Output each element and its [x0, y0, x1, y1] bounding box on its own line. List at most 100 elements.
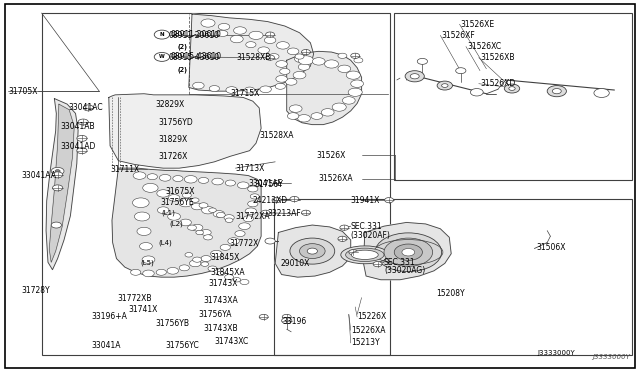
Circle shape [394, 244, 422, 260]
Circle shape [212, 178, 223, 185]
Circle shape [324, 60, 339, 68]
Circle shape [188, 225, 196, 230]
Circle shape [157, 207, 169, 214]
Text: 08911-20610: 08911-20610 [171, 30, 221, 39]
Circle shape [211, 250, 222, 257]
Text: 31726X: 31726X [159, 153, 188, 161]
Circle shape [179, 265, 189, 271]
Circle shape [147, 174, 157, 180]
Text: 31713X: 31713X [236, 164, 265, 173]
Circle shape [301, 210, 310, 215]
Text: 31743X: 31743X [208, 279, 237, 288]
Circle shape [237, 182, 249, 189]
Text: 15226X: 15226X [357, 312, 387, 321]
Circle shape [442, 84, 448, 87]
Text: 15213Y: 15213Y [351, 339, 380, 347]
Circle shape [225, 180, 236, 186]
Text: 33196: 33196 [283, 317, 307, 326]
Text: W: W [159, 54, 164, 60]
Text: 31743XA: 31743XA [204, 296, 238, 305]
Circle shape [213, 211, 225, 217]
Polygon shape [189, 14, 314, 91]
Polygon shape [46, 99, 78, 270]
Circle shape [417, 58, 428, 64]
Text: J3333000Y: J3333000Y [538, 350, 575, 356]
Circle shape [293, 71, 306, 79]
Bar [274, 199, 632, 355]
Circle shape [312, 58, 325, 65]
Circle shape [209, 86, 220, 92]
Circle shape [338, 236, 347, 241]
Circle shape [243, 216, 253, 222]
Circle shape [154, 30, 170, 39]
Circle shape [201, 230, 211, 235]
Text: 31711X: 31711X [111, 165, 140, 174]
Circle shape [193, 257, 202, 262]
Circle shape [375, 233, 442, 272]
Circle shape [216, 212, 225, 218]
Circle shape [52, 172, 63, 178]
Circle shape [294, 55, 307, 62]
Text: (2): (2) [177, 43, 187, 50]
Text: 31941X: 31941X [351, 196, 380, 205]
Text: 31772XB: 31772XB [117, 294, 152, 303]
Circle shape [83, 105, 93, 111]
Bar [42, 13, 390, 355]
Text: (2): (2) [177, 67, 187, 73]
Circle shape [245, 208, 257, 215]
Circle shape [201, 19, 215, 27]
Circle shape [346, 71, 360, 79]
Text: 31528XB: 31528XB [237, 53, 271, 62]
Text: 32829X: 32829X [156, 100, 185, 109]
Text: N: N [159, 32, 164, 37]
Circle shape [348, 88, 362, 96]
Circle shape [78, 119, 88, 125]
Circle shape [300, 244, 325, 259]
Circle shape [226, 87, 237, 93]
Circle shape [287, 48, 299, 55]
Circle shape [230, 35, 243, 43]
Text: J3333000Y: J3333000Y [593, 354, 630, 360]
Circle shape [182, 193, 191, 198]
Text: 29010X: 29010X [280, 259, 310, 268]
Ellipse shape [351, 250, 378, 260]
Text: 15208Y: 15208Y [436, 289, 465, 298]
Circle shape [456, 68, 466, 74]
Circle shape [289, 105, 302, 112]
Circle shape [220, 244, 230, 250]
Text: 31845X: 31845X [210, 253, 239, 262]
Circle shape [224, 215, 234, 221]
Text: 31526XF: 31526XF [442, 31, 476, 40]
Circle shape [298, 64, 310, 70]
Circle shape [285, 78, 297, 85]
Circle shape [168, 213, 180, 220]
Circle shape [338, 65, 351, 73]
Circle shape [167, 267, 179, 274]
Text: SEC.331: SEC.331 [351, 222, 382, 231]
Circle shape [228, 238, 239, 244]
Circle shape [311, 113, 323, 119]
Circle shape [552, 89, 561, 94]
Circle shape [351, 53, 360, 58]
Circle shape [594, 89, 609, 97]
Text: 31526XA: 31526XA [319, 174, 353, 183]
Text: (2): (2) [177, 67, 187, 73]
Text: 08915-43610: 08915-43610 [171, 52, 222, 61]
Circle shape [185, 253, 193, 257]
Text: 31741X: 31741X [128, 305, 157, 314]
Circle shape [204, 235, 212, 240]
Circle shape [282, 318, 292, 324]
Text: 31756YC: 31756YC [165, 341, 199, 350]
Circle shape [470, 89, 483, 96]
Circle shape [235, 231, 245, 237]
Circle shape [509, 87, 515, 90]
Text: (L2): (L2) [170, 221, 183, 227]
Circle shape [191, 224, 203, 231]
Circle shape [218, 31, 228, 36]
Circle shape [209, 208, 216, 212]
Text: 31526XB: 31526XB [480, 53, 515, 62]
Circle shape [261, 210, 270, 215]
Polygon shape [287, 51, 362, 125]
Circle shape [276, 42, 289, 49]
Circle shape [258, 47, 269, 54]
